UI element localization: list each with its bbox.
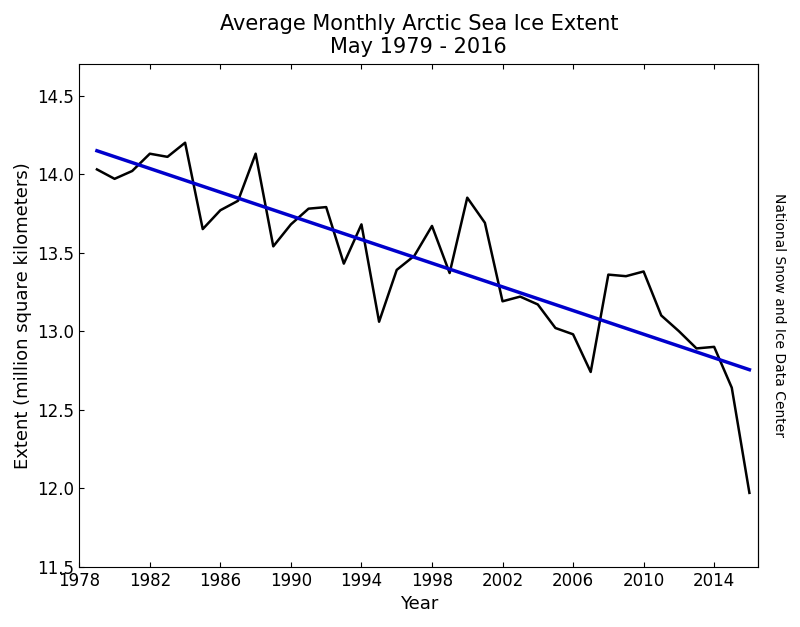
Y-axis label: Extent (million square kilometers): Extent (million square kilometers)	[14, 162, 32, 469]
X-axis label: Year: Year	[399, 595, 438, 613]
Title: Average Monthly Arctic Sea Ice Extent
May 1979 - 2016: Average Monthly Arctic Sea Ice Extent Ma…	[219, 14, 618, 57]
Y-axis label: National Snow and Ice Data Center: National Snow and Ice Data Center	[772, 194, 786, 438]
